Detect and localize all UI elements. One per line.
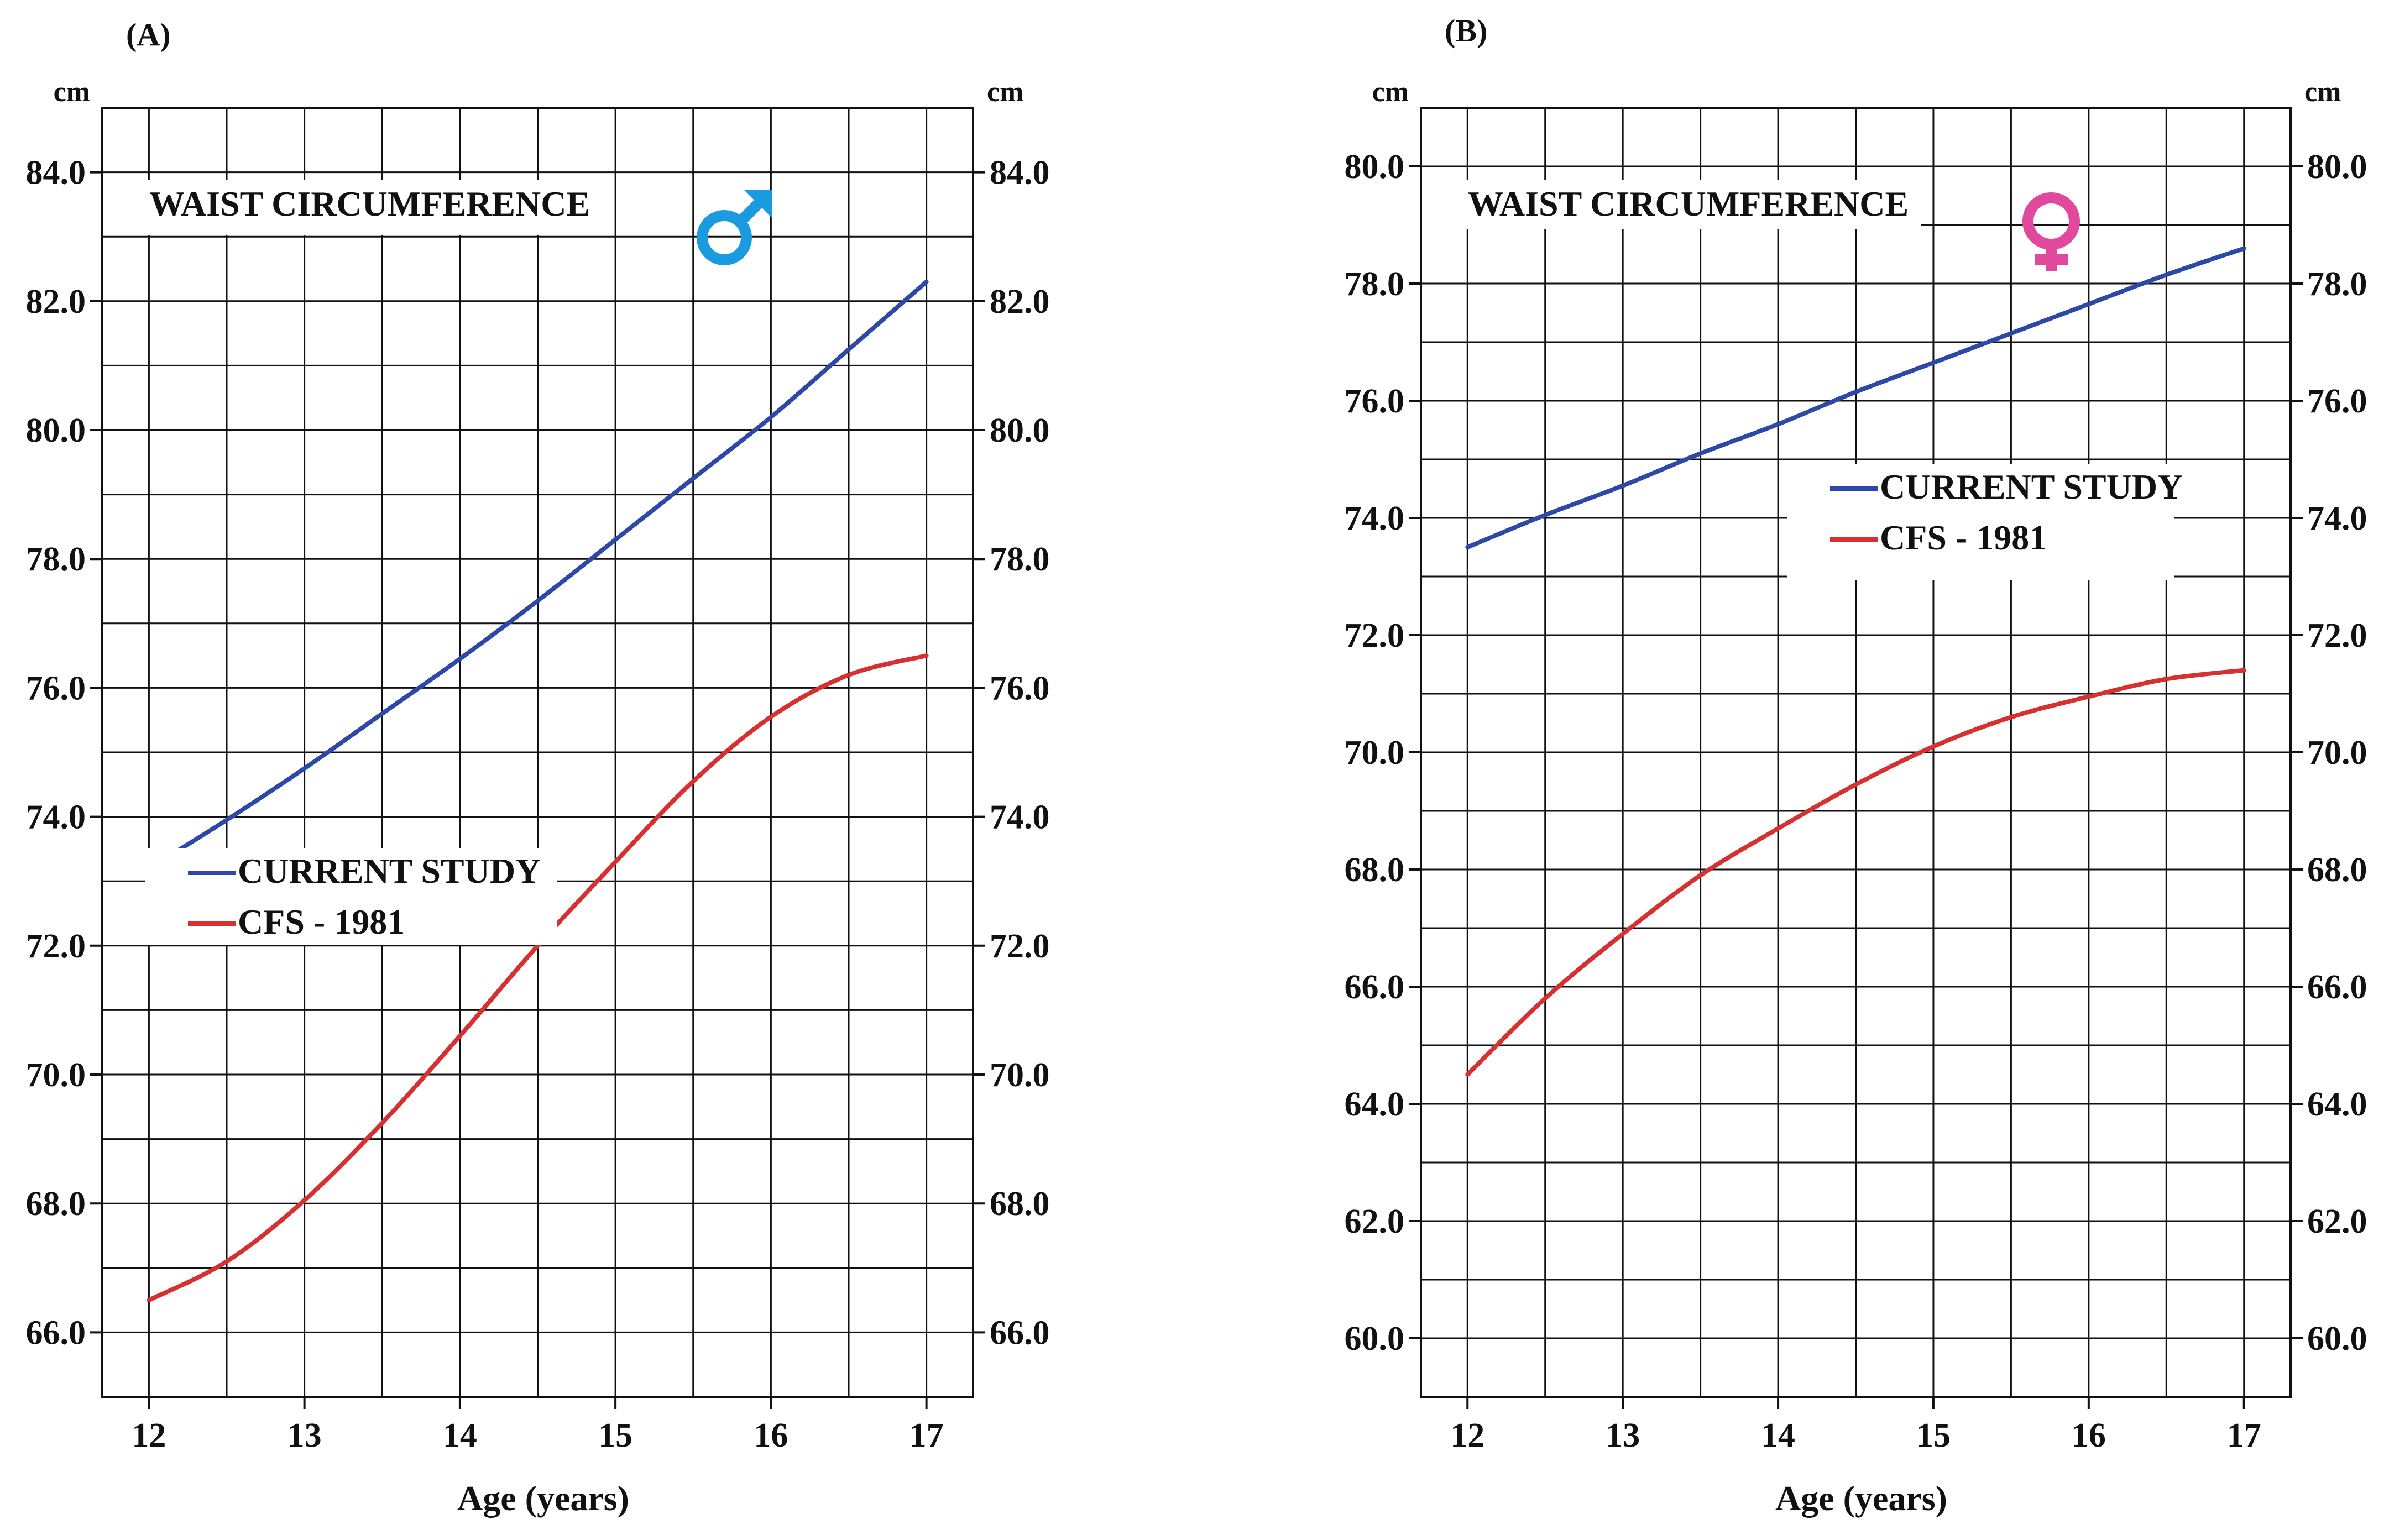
y-tick-label-right: 62.0: [2307, 1203, 2367, 1240]
y-tick-label-right: 78.0: [2307, 265, 2367, 303]
x-tick-label: 16: [754, 1417, 788, 1454]
legend: CURRENT STUDY CFS - 1981: [1787, 464, 2183, 580]
x-axis-title: Age (years): [1775, 1479, 1947, 1518]
y-tick-label-left: 74.0: [1345, 500, 1405, 537]
chart-title-background: [1422, 180, 1921, 229]
x-tick-label: 13: [287, 1417, 322, 1454]
plot-frame: [101, 107, 974, 1398]
y-unit-label-left: cm: [1372, 76, 1409, 108]
male-symbol-ring: [697, 210, 752, 265]
y-tick-label-right: 60.0: [2307, 1320, 2367, 1358]
legend-label: CFS - 1981: [238, 902, 405, 941]
y-tick-label-right: 72.0: [990, 928, 1050, 965]
male-symbol-arrow-head: [744, 190, 772, 218]
y-unit-label-right: cm: [2304, 76, 2341, 108]
x-tick-label: 14: [443, 1417, 477, 1454]
y-tick-label-right: 76.0: [2307, 383, 2367, 420]
y-tick-label-right: 74.0: [990, 799, 1050, 836]
y-tick-label-left: 80.0: [26, 412, 86, 449]
series-line-cfs-1981: [1465, 668, 2246, 1077]
x-tick-label: 12: [1450, 1417, 1484, 1454]
y-tick-label-left: 66.0: [26, 1314, 86, 1352]
y-tick-label-left: 78.0: [26, 541, 86, 578]
panel-label: (B): [1445, 13, 1487, 49]
chart-title-background: [103, 180, 603, 235]
x-tick-label: 13: [1606, 1417, 1640, 1454]
y-tick-label-right: 78.0: [990, 541, 1050, 578]
y-tick-label-right: 82.0: [990, 283, 1050, 321]
x-axis-title: Age (years): [457, 1479, 629, 1518]
y-tick-label-right: 66.0: [2307, 968, 2367, 1006]
series-line-cfs-1981: [147, 653, 929, 1303]
y-tick-label-right: 76.0: [990, 669, 1050, 707]
legend-label: CURRENT STUDY: [238, 851, 541, 891]
y-tick-label-right: 68.0: [990, 1185, 1050, 1223]
y-tick-label-left: 60.0: [1345, 1320, 1405, 1358]
male-symbol-arrow-shaft: [736, 196, 766, 226]
legend-label: CFS - 1981: [1880, 518, 2047, 557]
y-tick-label-left: 74.0: [26, 799, 86, 836]
y-tick-label-left: 70.0: [1345, 734, 1405, 772]
x-tick-label: 17: [2227, 1417, 2261, 1454]
x-tick-label: 16: [2072, 1417, 2106, 1454]
legend-background: [145, 848, 557, 945]
y-tick-label-left: 66.0: [1345, 968, 1405, 1006]
y-tick-label-left: 70.0: [26, 1056, 86, 1094]
chart-panel-a: (A) 66.0 66.0 68.0 68.0 70.0 70.0 72.0 72.0 74.0 7…: [26, 17, 1050, 1518]
y-tick-label-right: 80.0: [2307, 148, 2367, 186]
y-tick-label-left: 76.0: [1345, 383, 1405, 420]
x-tick-label: 15: [598, 1417, 632, 1454]
chart-panel-b: (B) 60.0 60.0 62.0 62.0 64.0 64.0 66.0 66.0 68.0 6…: [1345, 13, 2367, 1518]
y-unit-label-right: cm: [987, 76, 1023, 108]
y-tick-label-left: 82.0: [26, 283, 86, 321]
x-tick-label: 14: [1761, 1417, 1795, 1454]
y-tick-label-right: 80.0: [990, 412, 1050, 449]
series-line-current-study: [147, 279, 929, 871]
y-tick-label-left: 78.0: [1345, 265, 1405, 303]
female-symbol: [2022, 192, 2080, 271]
y-tick-label-left: 80.0: [1345, 148, 1405, 186]
y-tick-label-left: 62.0: [1345, 1203, 1405, 1240]
legend: CURRENT STUDY CFS - 1981: [145, 848, 557, 945]
y-tick-label-right: 68.0: [2307, 851, 2367, 889]
panel-label: (A): [126, 17, 171, 53]
y-unit-label-left: cm: [54, 76, 90, 108]
chart-title: WAIST CIRCUMFERENCE: [149, 184, 590, 223]
x-tick-label: 17: [909, 1417, 944, 1454]
series-line-current-study: [1465, 246, 2246, 549]
y-tick-label-right: 70.0: [990, 1056, 1050, 1094]
female-symbol-ring: [2022, 192, 2080, 250]
legend-label: CURRENT STUDY: [1880, 467, 2183, 506]
y-tick-label-left: 76.0: [26, 669, 86, 707]
y-tick-label-right: 66.0: [990, 1314, 1050, 1352]
x-tick-label: 15: [1916, 1417, 1951, 1454]
y-tick-label-right: 64.0: [2307, 1086, 2367, 1123]
y-tick-label-right: 84.0: [990, 154, 1050, 192]
y-tick-label-left: 64.0: [1345, 1086, 1405, 1123]
legend-background: [1787, 464, 2174, 580]
y-tick-label-left: 84.0: [26, 154, 86, 192]
y-tick-label-right: 74.0: [2307, 500, 2367, 537]
male-symbol: [697, 190, 772, 265]
y-tick-label-left: 68.0: [1345, 851, 1405, 889]
y-tick-label-right: 72.0: [2307, 617, 2367, 654]
chart-title: WAIST CIRCUMFERENCE: [1468, 184, 1909, 223]
y-tick-label-left: 68.0: [26, 1185, 86, 1223]
y-tick-label-right: 70.0: [2307, 734, 2367, 772]
y-tick-label-left: 72.0: [26, 928, 86, 965]
y-tick-label-left: 72.0: [1345, 617, 1405, 654]
x-tick-label: 12: [132, 1417, 166, 1454]
